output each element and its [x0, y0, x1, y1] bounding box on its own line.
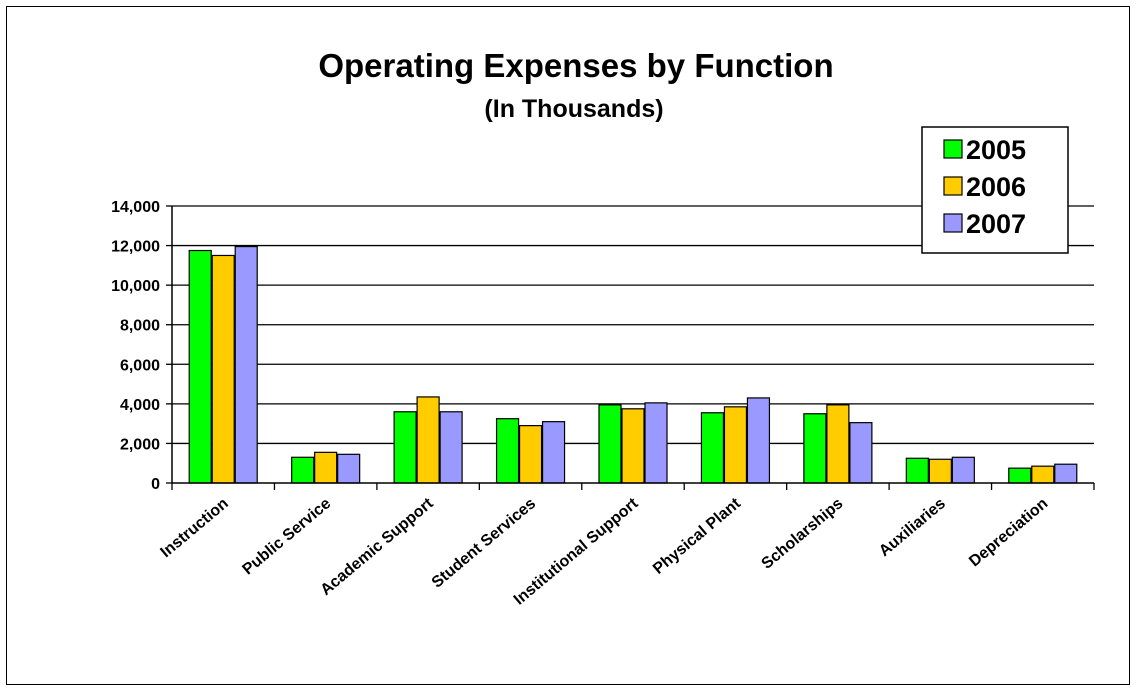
y-tick-label: 12,000: [111, 239, 160, 256]
y-tick-label: 4,000: [120, 397, 160, 414]
bar-2007-instruction: [234, 245, 258, 484]
chart-title: Operating Expenses by Function: [318, 47, 833, 84]
bar-2005-academic-support: [393, 411, 417, 484]
bar-2006-scholarships: [826, 404, 850, 484]
bar-2005-depreciation: [1008, 467, 1032, 484]
x-category-label: Public Service: [240, 495, 335, 578]
bar-2007-physical-plant: [746, 397, 771, 484]
y-tick-label: 2,000: [120, 436, 160, 453]
bar-2007-auxiliaries: [951, 456, 975, 484]
bar-2007-student-services: [541, 421, 566, 484]
bar-2007-scholarships: [849, 422, 873, 484]
bar-2006-public-service: [314, 451, 338, 484]
bar-2005-auxiliaries: [905, 457, 929, 484]
bar-2007-depreciation: [1054, 463, 1078, 484]
y-tick-label: 8,000: [120, 318, 160, 335]
bar-2006-auxiliaries: [928, 458, 952, 484]
legend-label-2006: 2006: [966, 172, 1026, 202]
y-tick-label: 14,000: [111, 199, 160, 216]
bar-2005-instruction: [188, 249, 212, 484]
bar-2006-academic-support: [416, 396, 440, 484]
legend-label-2005: 2005: [966, 135, 1026, 165]
legend-swatch-2007: [943, 213, 963, 233]
bar-2005-institutional-support: [598, 404, 622, 484]
bars: [188, 245, 1078, 484]
x-category-label: Auxiliaries: [876, 495, 949, 560]
y-axis-ticks: 0 2,000 4,000 6,000 8,000 10,000 12,000 14,000: [111, 199, 172, 493]
x-category-label: Physical Plant: [650, 495, 745, 578]
x-category-label: Scholarships: [759, 495, 847, 573]
bar-2005-scholarships: [803, 413, 827, 484]
bar-2006-depreciation: [1031, 465, 1055, 484]
legend: 2005 2006 2007: [921, 126, 1069, 254]
x-category-label: Instruction: [158, 495, 232, 561]
bar-2007-institutional-support: [644, 402, 668, 484]
axes: [171, 206, 1095, 490]
x-category-label: Academic Support: [317, 495, 437, 599]
bar-2007-academic-support: [439, 411, 463, 484]
bar-2006-physical-plant: [723, 406, 748, 484]
legend-swatch-2005: [943, 139, 963, 159]
legend-label-2007: 2007: [966, 209, 1026, 239]
chart-subtitle: (In Thousands): [484, 95, 663, 123]
bar-2007-public-service: [337, 453, 361, 484]
bar-2006-institutional-support: [621, 408, 645, 484]
bar-2005-physical-plant: [700, 412, 725, 484]
bar-2006-instruction: [211, 254, 235, 484]
bar-2005-student-services: [495, 418, 520, 484]
y-tick-label: 0: [151, 476, 160, 493]
bar-2006-student-services: [518, 425, 543, 484]
x-category-label: Depreciation: [966, 495, 1051, 570]
y-tick-label: 6,000: [120, 357, 160, 374]
bar-2005-public-service: [291, 456, 315, 484]
x-category-label: Student Services: [429, 495, 539, 592]
y-tick-label: 10,000: [111, 278, 160, 295]
legend-swatch-2006: [943, 176, 963, 196]
